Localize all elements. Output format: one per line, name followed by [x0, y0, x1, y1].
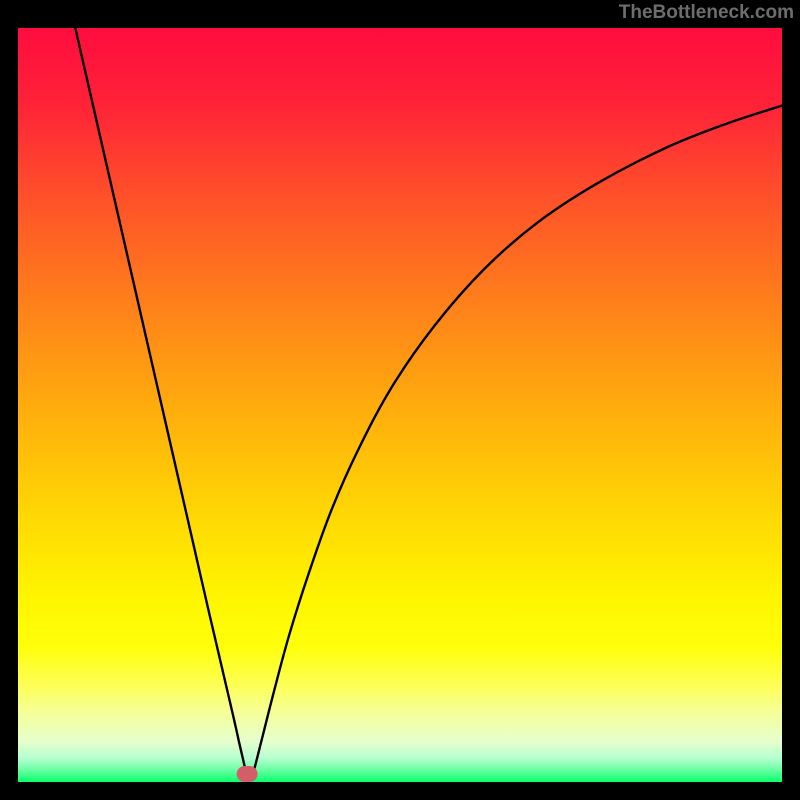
chart-container: TheBottleneck.com — [0, 0, 800, 800]
optimum-marker — [237, 766, 258, 782]
plot-area — [18, 28, 782, 782]
watermark-text: TheBottleneck.com — [619, 2, 794, 24]
background-gradient — [18, 28, 782, 782]
